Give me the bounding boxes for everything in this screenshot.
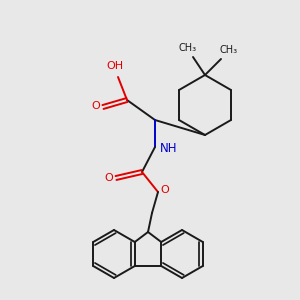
Text: O: O (105, 173, 113, 183)
Text: O: O (92, 101, 100, 111)
Text: OH: OH (106, 61, 124, 71)
Text: NH: NH (160, 142, 178, 154)
Text: CH₃: CH₃ (179, 43, 197, 53)
Text: O: O (160, 185, 169, 195)
Text: CH₃: CH₃ (220, 45, 238, 55)
